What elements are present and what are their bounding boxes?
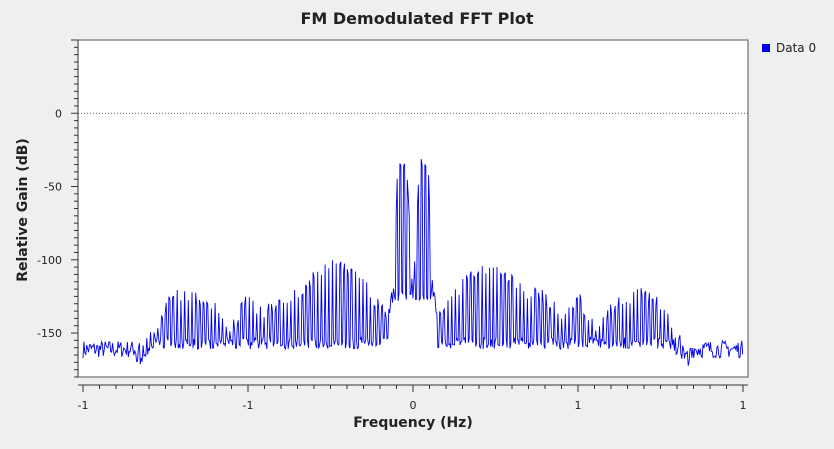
x-ticks: -1 -1 0 1 1 — [78, 385, 747, 412]
x-tick-label: -1 — [243, 399, 254, 412]
legend-label: Data 0 — [776, 41, 817, 55]
x-tick-label: 1 — [740, 399, 747, 412]
y-tick-label: -50 — [44, 181, 62, 194]
legend-swatch — [762, 44, 770, 52]
y-tick-label: 0 — [55, 107, 62, 120]
y-axis-label: Relative Gain (dB) — [15, 138, 31, 282]
x-tick-label: 0 — [410, 399, 417, 412]
x-axis-label: Frequency (Hz) — [353, 415, 472, 431]
chart-title: FM Demodulated FFT Plot — [300, 9, 534, 28]
y-tick-label: -150 — [37, 327, 62, 340]
y-tick-label: -100 — [37, 254, 62, 267]
x-tick-label: -1 — [78, 399, 89, 412]
series-line-data-0 — [82, 159, 744, 366]
y-ticks: 0 -50 -100 -150 — [37, 39, 78, 378]
x-tick-label: 1 — [575, 399, 582, 412]
plot-area — [77, 39, 749, 378]
legend: Data 0 — [762, 41, 816, 55]
